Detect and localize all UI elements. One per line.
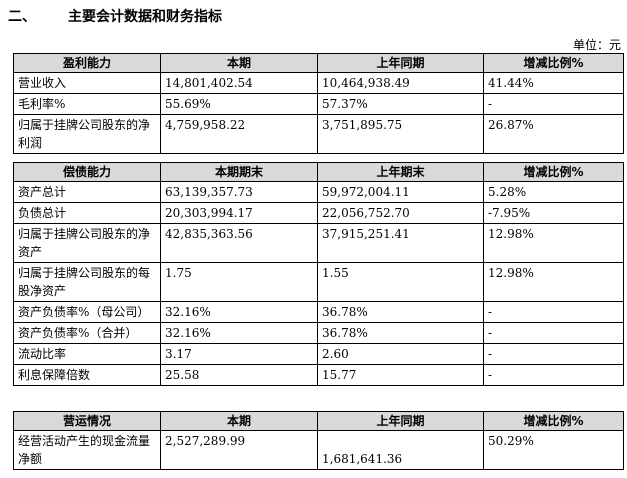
column-header: 本期 — [161, 412, 318, 431]
column-header: 营运情况 — [14, 412, 161, 431]
row-label: 归属于挂牌公司股东的每股净资产 — [14, 263, 161, 302]
column-header: 盈利能力 — [14, 54, 161, 73]
section-number: 二、 — [8, 6, 68, 26]
cell-value: 2.60 — [318, 344, 484, 365]
table-row: 利息保障倍数 25.58 15.77 - — [14, 365, 624, 386]
cell-value: - — [484, 365, 624, 386]
cell-value: 32.16% — [161, 323, 318, 344]
cell-value: 22,056,752.70 — [318, 203, 484, 224]
cell-value: 36.78% — [318, 323, 484, 344]
cell-value: 1.55 — [318, 263, 484, 302]
column-header: 增减比例% — [484, 54, 624, 73]
table-row: 资产负债率%（母公司） 32.16% 36.78% - — [14, 302, 624, 323]
operation-table: 营运情况 本期 上年同期 增减比例% 经营活动产生的现金流量净额 2,527,2… — [13, 411, 624, 470]
table-row: 资产负债率%（合并） 32.16% 36.78% - — [14, 323, 624, 344]
cell-value: 12.98% — [484, 224, 624, 263]
row-label: 资产负债率%（母公司） — [14, 302, 161, 323]
cell-value: 37,915,251.41 — [318, 224, 484, 263]
cell-value: -7.95% — [484, 203, 624, 224]
cell-value: 20,303,994.17 — [161, 203, 318, 224]
cell-value: 1.75 — [161, 263, 318, 302]
cell-value: 10,464,938.49 — [318, 73, 484, 94]
solvency-table: 偿债能力 本期期末 上年期末 增减比例% 资产总计 63,139,357.73 … — [13, 162, 624, 386]
table-header-row: 营运情况 本期 上年同期 增减比例% — [14, 412, 624, 431]
cell-value: 5.28% — [484, 182, 624, 203]
table-row: 归属于挂牌公司股东的净利润 4,759,958.22 3,751,895.75 … — [14, 115, 624, 154]
cell-value: 55.69% — [161, 94, 318, 115]
cell-value: 26.87% — [484, 115, 624, 154]
cell-value: 3,751,895.75 — [318, 115, 484, 154]
cell-value: 14,801,402.54 — [161, 73, 318, 94]
section-title: 主要会计数据和财务指标 — [68, 9, 222, 25]
row-label: 资产总计 — [14, 182, 161, 203]
cell-value: 1,681,641.36 — [318, 431, 484, 470]
row-label: 利息保障倍数 — [14, 365, 161, 386]
table-row: 负债总计 20,303,994.17 22,056,752.70 -7.95% — [14, 203, 624, 224]
cell-value: 2,527,289.99 — [161, 431, 318, 470]
column-header: 偿债能力 — [14, 163, 161, 182]
column-header: 上年同期 — [318, 412, 484, 431]
cell-value: - — [484, 344, 624, 365]
cell-value: - — [484, 94, 624, 115]
column-header: 本期 — [161, 54, 318, 73]
table-row: 毛利率% 55.69% 57.37% - — [14, 94, 624, 115]
cell-value: 15.77 — [318, 365, 484, 386]
row-label: 经营活动产生的现金流量净额 — [14, 431, 161, 470]
row-label: 毛利率% — [14, 94, 161, 115]
column-header: 上年期末 — [318, 163, 484, 182]
cell-value: 36.78% — [318, 302, 484, 323]
cell-value: 41.44% — [484, 73, 624, 94]
cell-value: 4,759,958.22 — [161, 115, 318, 154]
cell-value: 25.58 — [161, 365, 318, 386]
table-header-row: 盈利能力 本期 上年同期 增减比例% — [14, 54, 624, 73]
column-header: 增减比例% — [484, 412, 624, 431]
cell-value: 50.29% — [484, 431, 624, 470]
cell-value: 3.17 — [161, 344, 318, 365]
row-label: 归属于挂牌公司股东的净利润 — [14, 115, 161, 154]
unit-label: 单位：元 — [573, 36, 621, 53]
table-row: 归属于挂牌公司股东的净资产 42,835,363.56 37,915,251.4… — [14, 224, 624, 263]
row-label: 营业收入 — [14, 73, 161, 94]
cell-value: 12.98% — [484, 263, 624, 302]
cell-value: - — [484, 323, 624, 344]
cell-value: 32.16% — [161, 302, 318, 323]
column-header: 增减比例% — [484, 163, 624, 182]
table-row: 流动比率 3.17 2.60 - — [14, 344, 624, 365]
profit-table: 盈利能力 本期 上年同期 增减比例% 营业收入 14,801,402.54 10… — [13, 53, 624, 154]
section-heading: 二、 主要会计数据和财务指标 — [8, 6, 222, 26]
table-header-row: 偿债能力 本期期末 上年期末 增减比例% — [14, 163, 624, 182]
table-row: 资产总计 63,139,357.73 59,972,004.11 5.28% — [14, 182, 624, 203]
row-label: 负债总计 — [14, 203, 161, 224]
table-row: 归属于挂牌公司股东的每股净资产 1.75 1.55 12.98% — [14, 263, 624, 302]
column-header: 本期期末 — [161, 163, 318, 182]
row-label: 资产负债率%（合并） — [14, 323, 161, 344]
row-label: 归属于挂牌公司股东的净资产 — [14, 224, 161, 263]
cell-value: 42,835,363.56 — [161, 224, 318, 263]
table-row: 营业收入 14,801,402.54 10,464,938.49 41.44% — [14, 73, 624, 94]
cell-value: 59,972,004.11 — [318, 182, 484, 203]
cell-value: - — [484, 302, 624, 323]
cell-value: 57.37% — [318, 94, 484, 115]
column-header: 上年同期 — [318, 54, 484, 73]
table-row: 经营活动产生的现金流量净额 2,527,289.99 1,681,641.36 … — [14, 431, 624, 470]
row-label: 流动比率 — [14, 344, 161, 365]
cell-value: 63,139,357.73 — [161, 182, 318, 203]
